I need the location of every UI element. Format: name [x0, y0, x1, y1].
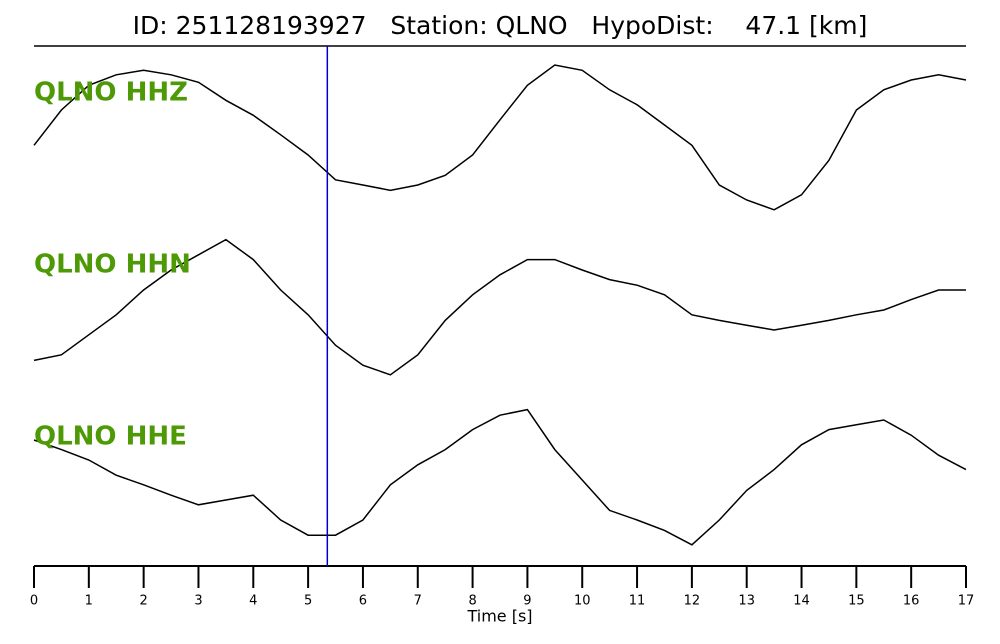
- x-tick-label: 3: [194, 594, 202, 609]
- trace: [33, 408, 967, 546]
- chart-title: ID: 251128193927 Station: QLNO HypoDist:…: [133, 11, 868, 40]
- x-tick-label: 5: [304, 594, 312, 609]
- x-tick-label: 15: [848, 594, 865, 609]
- x-tick-label: 7: [414, 594, 422, 609]
- x-tick-label: 0: [30, 594, 38, 609]
- x-axis-label: Time [s]: [466, 607, 532, 626]
- trace-label: QLNO HHN: [34, 250, 191, 280]
- x-tick-label: 17: [958, 594, 975, 609]
- x-tick-label: 2: [140, 594, 148, 609]
- x-tick-label: 9: [523, 594, 531, 609]
- trace: [33, 238, 966, 376]
- x-tick-label: 16: [903, 594, 920, 609]
- x-tick-label: 4: [249, 594, 257, 609]
- x-tick-label: 10: [574, 594, 591, 609]
- x-tick-label: 6: [359, 594, 367, 609]
- trace-label: QLNO HHZ: [34, 78, 188, 108]
- x-tick-label: 1: [85, 594, 93, 609]
- x-tick-label: 13: [738, 594, 755, 609]
- x-tick-label: 14: [793, 594, 810, 609]
- x-tick-label: 12: [684, 594, 701, 609]
- x-tick-label: 8: [468, 594, 476, 609]
- x-tick-label: 11: [629, 594, 646, 609]
- trace-label: QLNO HHE: [34, 422, 187, 452]
- trace: [33, 64, 967, 211]
